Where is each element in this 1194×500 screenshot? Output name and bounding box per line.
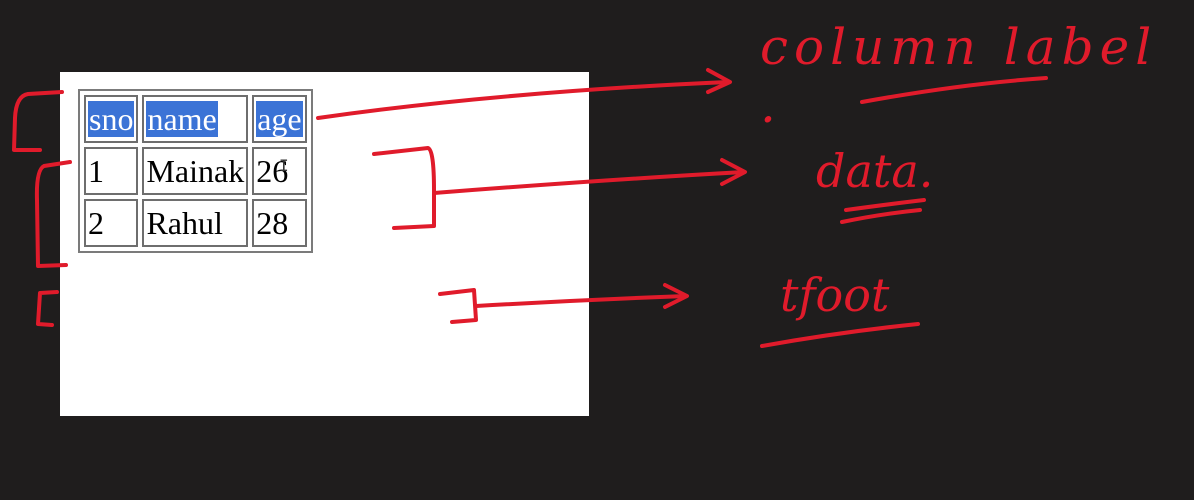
cell-sno[interactable]: 2: [84, 199, 139, 247]
label-underline: [860, 76, 1048, 104]
header-row: sno name age: [84, 95, 307, 143]
table-body: 1 Mainak 26 2 Rahul 28: [84, 147, 307, 247]
header-text-name: name: [146, 100, 218, 137]
header-text-sno: sno: [88, 100, 135, 137]
tfoot-note: tfoot: [780, 268, 890, 322]
data-arrow: [432, 170, 746, 195]
tfoot-small-bracket: [438, 288, 478, 324]
data-underline-1: [844, 198, 926, 212]
table-row: 2 Rahul 28: [84, 199, 307, 247]
header-text-age: age: [256, 100, 303, 137]
cell-age[interactable]: 28: [252, 199, 307, 247]
cell-age[interactable]: 26: [252, 147, 307, 195]
cell-sno[interactable]: 1: [84, 147, 139, 195]
header-arrow: [316, 80, 730, 120]
tfoot-arrow: [474, 294, 688, 308]
data-table: sno name age 1 Mainak 26 2 Rahul 28: [78, 89, 313, 253]
data-note: data.: [816, 144, 934, 198]
rendered-page: sno name age 1 Mainak 26 2 Rahul 28 I: [60, 72, 589, 416]
column-label-note: column label .: [760, 18, 1158, 134]
text-cursor-icon: I: [279, 156, 289, 175]
tfoot-underline: [760, 322, 920, 348]
header-arrow-head: [706, 68, 732, 94]
header-cell-sno[interactable]: sno: [84, 95, 139, 143]
tfoot-arrow-head: [663, 283, 689, 309]
thead-bracket: [12, 90, 64, 152]
data-arrow-head: [720, 158, 747, 186]
tfoot-bracket: [36, 290, 59, 327]
header-cell-age[interactable]: age: [252, 95, 307, 143]
cell-name[interactable]: Mainak: [142, 147, 249, 195]
data-bracket: [372, 146, 436, 230]
table-row: 1 Mainak 26: [84, 147, 307, 195]
table-head: sno name age: [84, 95, 307, 143]
tbody-bracket: [34, 160, 72, 268]
cell-name[interactable]: Rahul: [142, 199, 249, 247]
data-underline-2: [840, 208, 922, 224]
header-cell-name[interactable]: name: [142, 95, 249, 143]
